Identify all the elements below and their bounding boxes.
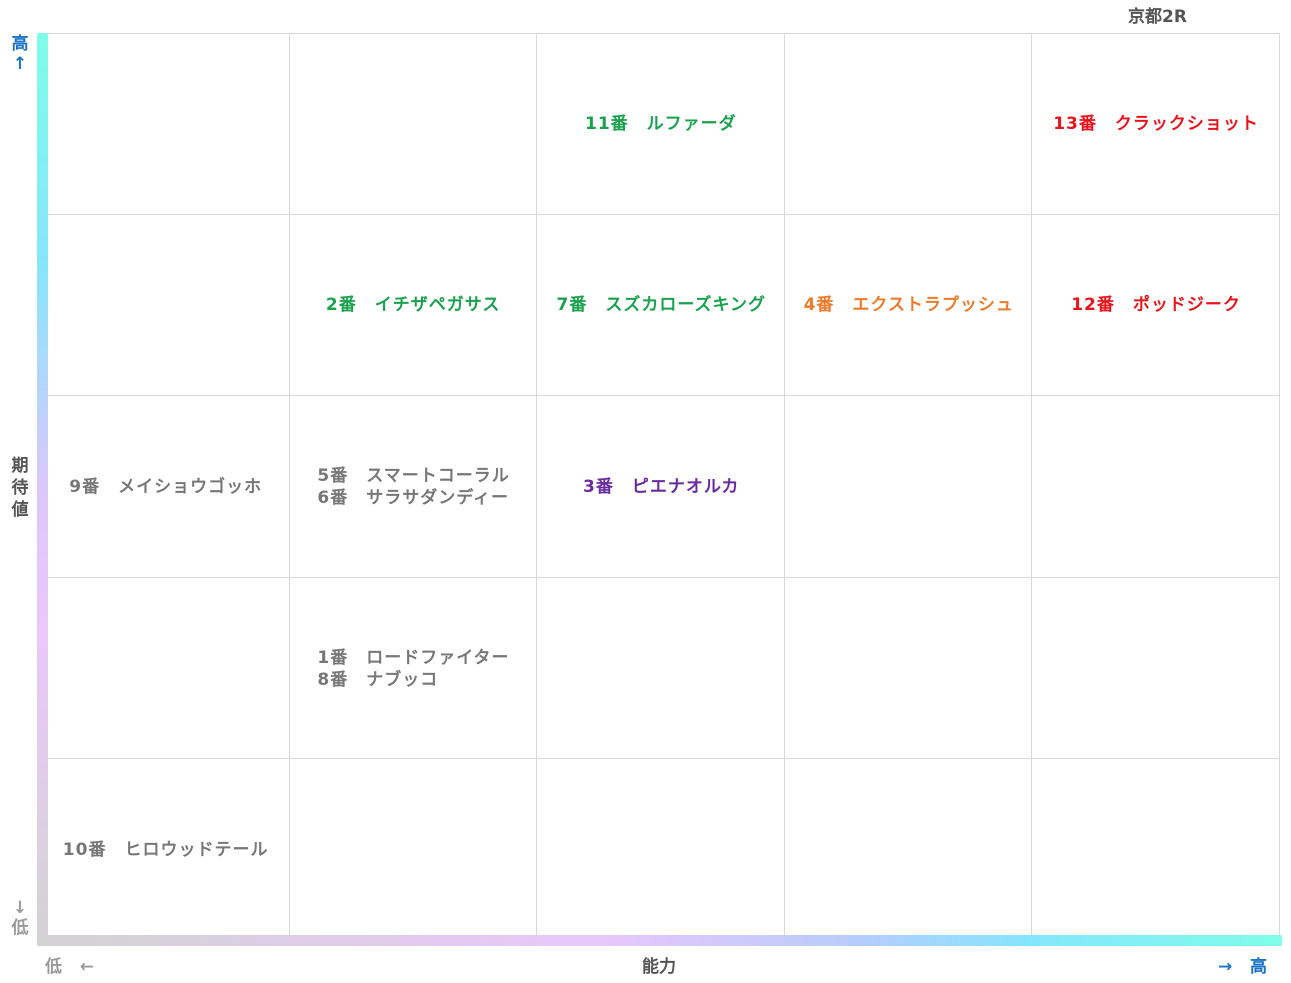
x-axis-high-arrow: → [1218,957,1233,977]
grid-cell [784,577,1033,760]
y-axis-title: 期待値 [11,455,29,521]
cell-label: 13番 クラックショット [1053,113,1259,134]
plot-grid: 11番 ルファーダ 13番 クラックショット 2番 イチザペガサス 7番 スズカローズ… [42,33,1280,941]
grid-cell [537,33,785,215]
grid-cell [537,214,785,397]
cell-label: 12番 ポッドジーク [1071,295,1241,316]
grid-cell [289,396,538,578]
cell-label: 7番 スズカローズキング [556,295,766,316]
y-axis-low-arrow: ↓ [12,898,28,918]
cell-label: 9番 メイショウゴッホ [69,477,263,497]
grid-cell [784,33,1033,215]
grid-cell [537,759,785,941]
grid-cell [1032,396,1280,578]
cell-label: 10番 ヒロウッドテール [62,840,269,861]
grid-cell [289,577,538,760]
grid-cell [1032,214,1280,397]
x-axis-title: 能力 [642,957,676,977]
x-axis-low-arrow: ← [79,957,95,977]
cell-label: 3番 ピエナオルカ [583,477,740,497]
cell-label: 4番 エクストラプッシュ [803,295,1014,316]
y-axis-high-arrow: ↑ [12,54,28,74]
grid-cell [1032,577,1280,760]
chart-title: 京都2R [1128,7,1187,27]
y-axis-low: ↓ 低 [11,898,29,938]
grid-cell [42,33,290,215]
x-axis-low-label: 低 [45,957,62,977]
x-axis-low: 低 ← [45,952,94,977]
grid-cell [289,214,538,397]
y-axis-high: 高 ↑ [11,34,29,74]
grid-cell [289,33,538,215]
grid-cell [42,396,290,578]
grid-cell [1032,33,1280,215]
x-axis-bar [37,935,1282,946]
cell-label: 2番 イチザペガサス [325,295,501,316]
cell-label: 5番 スマートコーラル 6番 サラサダンディー [317,466,510,508]
grid-cell [1032,759,1280,941]
grid-cell [289,759,538,941]
y-axis-high-label: 高 [11,34,29,54]
y-axis-title-char: 値 [11,500,29,520]
grid-cell [42,214,290,397]
y-axis-bar [37,33,48,945]
grid-cell [537,577,785,760]
x-axis-high: → 高 [1218,952,1267,977]
grid-cell [784,396,1033,578]
y-axis-low-label: 低 [11,918,29,938]
cell-label: 1番 ロードファイター 8番 ナブッコ [317,647,510,690]
x-axis-high-label: 高 [1250,957,1268,977]
grid-cell [784,214,1033,397]
grid-cell [537,396,785,578]
grid-cell [42,577,290,760]
grid-cell [784,759,1033,941]
y-axis-title-char: 期 [11,456,29,476]
y-axis-title-char: 待 [11,478,29,498]
cell-label: 11番 ルファーダ [585,113,737,134]
